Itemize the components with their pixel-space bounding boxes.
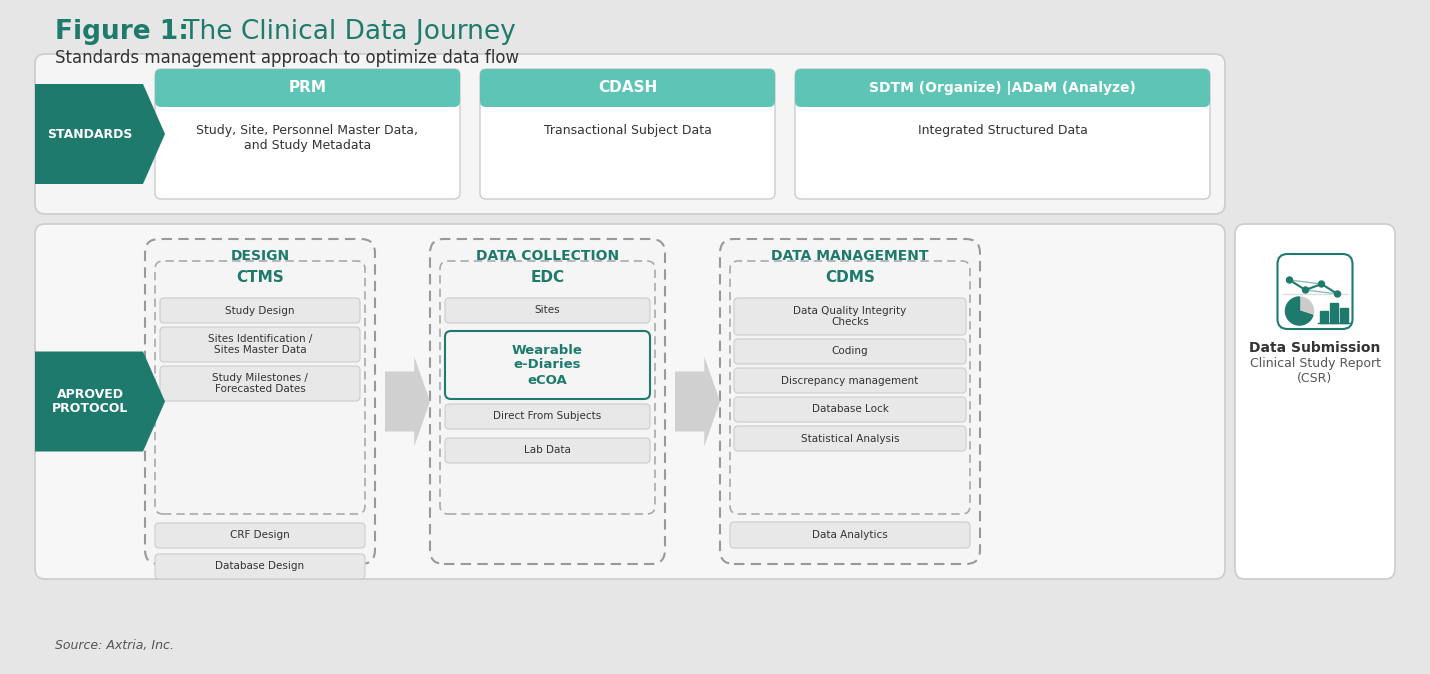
FancyBboxPatch shape [34, 224, 1226, 579]
FancyBboxPatch shape [445, 331, 651, 399]
Text: Sites: Sites [535, 305, 561, 315]
FancyBboxPatch shape [160, 298, 360, 323]
FancyBboxPatch shape [154, 69, 460, 107]
Text: Discrepancy management: Discrepancy management [781, 375, 918, 386]
FancyBboxPatch shape [445, 298, 651, 323]
Text: Direct From Subjects: Direct From Subjects [493, 411, 602, 421]
FancyBboxPatch shape [734, 339, 967, 364]
Text: Integrated Structured Data: Integrated Structured Data [918, 124, 1087, 137]
FancyBboxPatch shape [795, 69, 1210, 107]
Text: CDASH: CDASH [598, 80, 658, 96]
FancyBboxPatch shape [445, 404, 651, 429]
Text: Transactional Subject Data: Transactional Subject Data [543, 124, 712, 137]
FancyBboxPatch shape [430, 239, 665, 564]
Text: Wearable
e-Diaries
eCOA: Wearable e-Diaries eCOA [512, 344, 583, 386]
Polygon shape [34, 352, 164, 452]
Text: Study Milestones /
Forecasted Dates: Study Milestones / Forecasted Dates [212, 373, 307, 394]
Text: DESIGN: DESIGN [230, 249, 289, 263]
Text: Lab Data: Lab Data [523, 445, 571, 455]
Bar [1330, 303, 1337, 323]
FancyBboxPatch shape [480, 69, 775, 199]
FancyBboxPatch shape [34, 54, 1226, 214]
FancyBboxPatch shape [144, 239, 375, 564]
Text: SDTM (Organize) |ADaM (Analyze): SDTM (Organize) |ADaM (Analyze) [869, 81, 1135, 95]
Text: Study Design: Study Design [226, 305, 295, 315]
Text: Source: Axtria, Inc.: Source: Axtria, Inc. [54, 639, 174, 652]
FancyBboxPatch shape [734, 298, 967, 335]
Circle shape [1318, 281, 1324, 287]
FancyBboxPatch shape [734, 368, 967, 393]
Text: Figure 1:: Figure 1: [54, 19, 189, 45]
Text: Data Quality Integrity
Checks: Data Quality Integrity Checks [794, 306, 907, 328]
Text: CRF Design: CRF Design [230, 530, 290, 540]
FancyBboxPatch shape [734, 397, 967, 422]
Text: The Clinical Data Journey: The Clinical Data Journey [174, 19, 516, 45]
Circle shape [1286, 297, 1314, 325]
Text: CDMS: CDMS [825, 270, 875, 284]
Polygon shape [34, 84, 164, 184]
Text: DATA COLLECTION: DATA COLLECTION [476, 249, 619, 263]
Circle shape [1287, 277, 1293, 283]
Text: Sites Identification /
Sites Master Data: Sites Identification / Sites Master Data [207, 334, 312, 355]
Text: Statistical Analysis: Statistical Analysis [801, 433, 899, 443]
Text: DATA MANAGEMENT: DATA MANAGEMENT [771, 249, 928, 263]
Text: Data Analytics: Data Analytics [812, 530, 888, 540]
FancyBboxPatch shape [160, 327, 360, 362]
Text: STANDARDS: STANDARDS [47, 127, 133, 140]
FancyBboxPatch shape [719, 239, 980, 564]
Text: Coding: Coding [832, 346, 868, 357]
Text: Database Lock: Database Lock [812, 404, 888, 415]
FancyBboxPatch shape [154, 69, 460, 199]
Polygon shape [1286, 297, 1313, 325]
Circle shape [1334, 291, 1340, 297]
FancyBboxPatch shape [160, 366, 360, 401]
Circle shape [1303, 287, 1308, 293]
FancyBboxPatch shape [795, 69, 1210, 199]
Text: EDC: EDC [531, 270, 565, 284]
FancyBboxPatch shape [445, 438, 651, 463]
FancyBboxPatch shape [480, 69, 775, 107]
FancyBboxPatch shape [154, 554, 365, 579]
Text: Database Design: Database Design [216, 561, 305, 571]
FancyBboxPatch shape [154, 261, 365, 514]
Bar [1320, 311, 1327, 323]
Text: Data Submission: Data Submission [1250, 341, 1381, 355]
Text: CTMS: CTMS [236, 270, 285, 284]
Text: Standards management approach to optimize data flow: Standards management approach to optimiz… [54, 49, 519, 67]
FancyBboxPatch shape [440, 261, 655, 514]
FancyBboxPatch shape [729, 522, 970, 548]
Text: APROVED
PROTOCOL: APROVED PROTOCOL [51, 388, 129, 415]
Text: PRM: PRM [289, 80, 326, 96]
Polygon shape [385, 357, 430, 446]
Polygon shape [675, 357, 719, 446]
FancyBboxPatch shape [729, 261, 970, 514]
FancyBboxPatch shape [1277, 254, 1353, 329]
Text: Clinical Study Report
(CSR): Clinical Study Report (CSR) [1250, 357, 1380, 385]
FancyBboxPatch shape [734, 426, 967, 451]
FancyBboxPatch shape [1236, 224, 1396, 579]
Bar [1340, 308, 1347, 323]
FancyBboxPatch shape [154, 523, 365, 548]
Text: Study, Site, Personnel Master Data,
and Study Metadata: Study, Site, Personnel Master Data, and … [196, 124, 419, 152]
